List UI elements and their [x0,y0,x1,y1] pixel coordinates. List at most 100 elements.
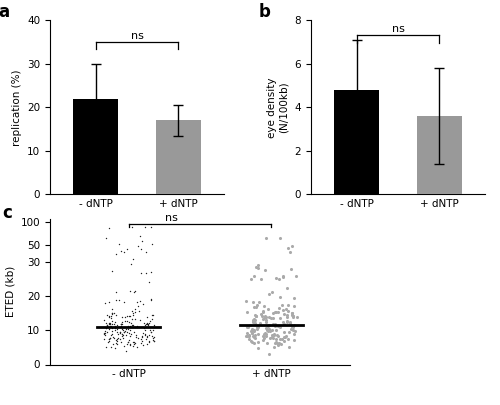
Point [272,339,280,345]
Point [286,320,294,326]
Point [106,335,114,341]
Point [123,245,131,252]
Point [265,326,273,333]
Point [250,327,258,333]
Point [104,322,112,328]
Point [244,332,252,338]
Point [268,315,276,322]
Point [138,337,146,344]
Point [245,333,253,339]
Point [274,333,281,340]
Point [278,301,285,308]
Point [264,323,272,329]
Point [103,312,111,319]
Text: b: b [259,3,270,21]
Point [252,303,260,310]
Point [270,330,278,337]
Point [127,331,135,338]
Point [284,308,292,315]
Point [118,320,126,327]
Point [280,311,287,317]
Point [249,318,257,324]
Point [103,323,111,329]
Y-axis label: ETED (kb): ETED (kb) [5,266,15,317]
Point [254,339,262,345]
Bar [334,90,380,194]
Point [249,298,257,305]
Point [268,289,276,296]
Point [144,322,152,328]
Point [129,309,137,316]
Point [101,331,109,338]
Point [130,322,138,328]
Point [102,344,110,350]
Point [121,318,129,324]
Point [274,309,282,316]
Point [284,335,292,342]
Point [135,308,143,315]
Point [275,340,283,347]
Point [144,320,152,327]
Point [136,316,143,323]
Point [280,334,288,340]
Point [278,273,286,280]
Point [116,336,124,342]
Point [130,288,138,295]
Point [106,337,114,344]
Point [251,334,259,341]
Point [140,324,148,331]
Point [108,309,116,316]
Point [261,330,269,337]
Point [144,339,152,345]
Point [281,334,289,340]
Point [146,329,154,335]
Point [254,262,262,268]
Point [104,339,112,345]
Point [262,266,270,273]
Point [272,321,280,327]
Point [126,341,134,347]
Point [108,328,116,335]
Point [264,306,272,313]
Point [128,260,136,267]
Point [248,338,256,345]
Point [251,312,259,318]
Point [117,321,125,328]
Point [108,305,116,312]
Point [106,335,114,342]
Point [250,316,258,322]
Point [268,315,276,321]
Point [150,338,158,345]
Point [256,320,264,326]
Text: c: c [2,204,12,222]
Point [251,316,259,323]
Point [273,332,281,338]
Point [250,317,258,324]
Point [108,321,116,328]
Point [141,322,149,328]
Point [254,299,262,305]
Point [107,313,115,320]
Point [126,312,134,319]
Point [128,224,136,230]
Point [140,342,147,348]
Point [122,313,130,319]
Point [274,341,282,348]
Point [270,309,278,316]
Point [114,322,122,328]
Point [282,314,290,321]
Point [266,328,274,335]
Point [289,324,297,330]
Point [285,344,293,351]
Point [130,256,138,262]
Text: ns: ns [165,213,178,223]
Point [130,341,138,347]
Point [262,340,270,346]
Point [282,333,290,339]
Point [280,338,288,345]
Point [290,294,298,301]
Point [136,233,144,240]
Point [140,331,148,338]
Point [248,330,256,337]
Point [150,334,158,341]
